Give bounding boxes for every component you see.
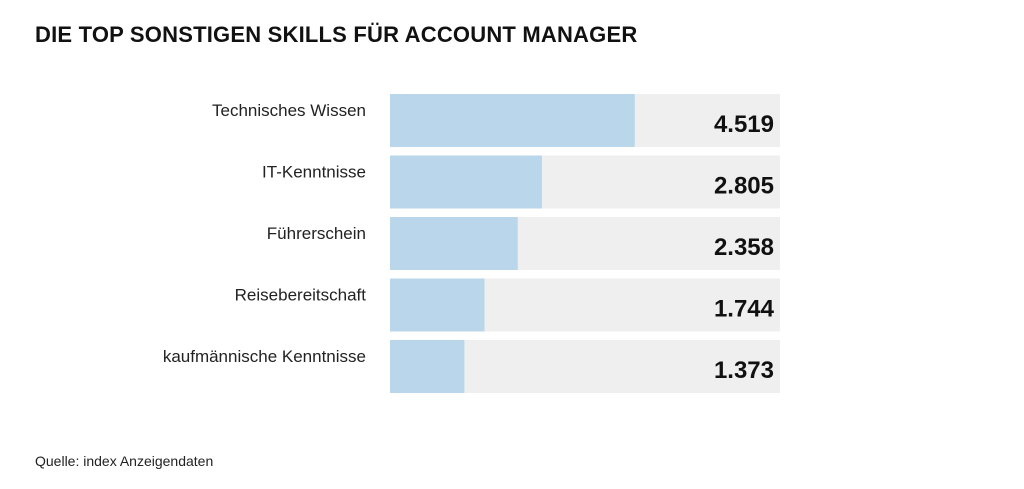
bar-row: Reisebereitschaft 1.744 — [235, 278, 780, 332]
bar — [390, 94, 635, 147]
value-label: 1.744 — [714, 296, 775, 323]
source-note: Quelle: index Anzeigendaten — [35, 453, 214, 469]
bar — [390, 155, 542, 209]
value-label: 2.358 — [714, 234, 774, 261]
bar-row: kaufmännische Kenntnisse 1.373 — [163, 340, 780, 393]
category-label: Technisches Wissen — [212, 101, 366, 120]
category-label: IT-Kenntnisse — [262, 163, 366, 182]
category-label: Reisebereitschaft — [235, 286, 367, 305]
value-label: 4.519 — [714, 111, 774, 138]
value-label: 2.805 — [714, 173, 774, 200]
category-label: Führerschein — [267, 224, 366, 243]
bar-row: Technisches Wissen 4.519 — [212, 94, 780, 147]
chart-title: DIE TOP SONSTIGEN SKILLS FÜR ACCOUNT MAN… — [35, 22, 638, 47]
category-label: kaufmännische Kenntnisse — [163, 347, 366, 366]
bar-row: Führerschein 2.358 — [267, 217, 780, 270]
value-label: 1.373 — [714, 357, 774, 384]
bar — [390, 278, 485, 332]
bar — [390, 340, 465, 393]
bar — [390, 217, 518, 270]
bar-row: IT-Kenntnisse 2.805 — [262, 155, 780, 209]
